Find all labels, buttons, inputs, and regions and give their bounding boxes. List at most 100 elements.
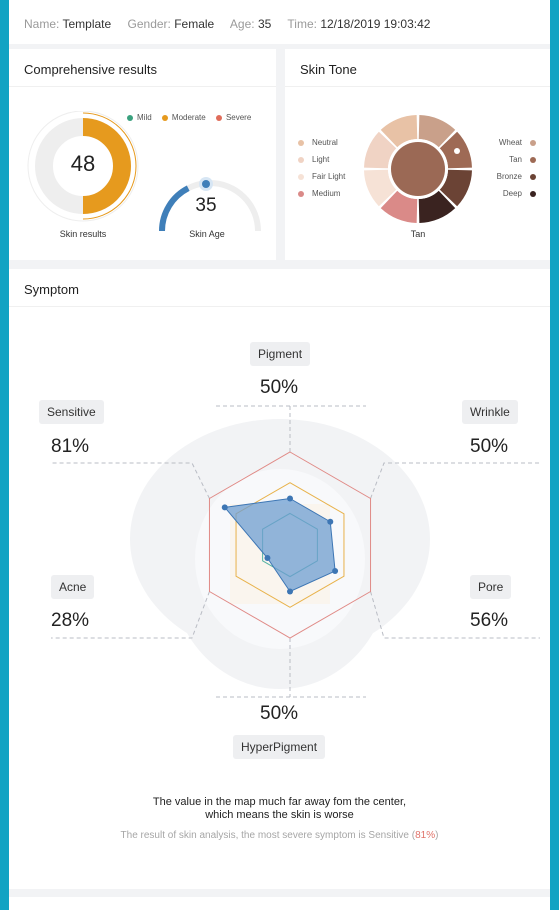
comprehensive-results-card: Comprehensive results Mild Moderate Seve…: [9, 49, 276, 260]
skin-results-caption: Skin results: [59, 229, 107, 239]
skin-age-value: 35: [195, 195, 217, 216]
axis-chip-wrinkle: Wrinkle: [462, 400, 518, 424]
radar-point-pigment: [287, 495, 293, 502]
legend-mild: Mild: [127, 113, 152, 122]
next-card-edge: [9, 897, 550, 910]
skin-tone-segment-neutral: [380, 115, 418, 148]
divider: [285, 86, 550, 87]
skin-results-gauge: [27, 111, 139, 222]
skin-tone-segment-fair-light: [364, 169, 397, 207]
app-frame: Name: Template Gender: Female Age: 35 Ti…: [9, 0, 550, 910]
skin-age-caption: Skin Age: [189, 229, 225, 239]
radar-point-pore: [332, 568, 339, 575]
neutral-swatch-icon: [298, 139, 304, 146]
tone-fair-light: Fair Light: [298, 172, 345, 181]
radar-explanation-line1: The value in the map much far away fom t…: [152, 796, 407, 808]
axis-value-hyperpigment: 50%: [260, 703, 299, 724]
radar-leader-line: [216, 638, 366, 698]
skin-tone-segment-medium: [380, 190, 418, 223]
symptom-radar-chart: [51, 405, 540, 698]
gender-label: Gender:: [127, 17, 171, 31]
symptom-title: Symptom: [24, 282, 79, 297]
skin-tone-marker: [454, 148, 460, 154]
axis-chip-sensitive: Sensitive: [39, 400, 104, 424]
tone-wheat: Wheat: [499, 138, 536, 147]
name-label: Name:: [24, 17, 60, 31]
patient-info-row: Name: Template Gender: Female Age: 35 Ti…: [24, 17, 443, 31]
skin-age-gauge: [159, 177, 261, 232]
radar-leader-line: [216, 405, 366, 452]
skin-tone-center: [391, 142, 445, 196]
skin-results-arc: [82, 118, 131, 214]
divider: [9, 306, 550, 307]
tone-deep: Deep: [503, 189, 536, 198]
radar-point-wrinkle: [327, 518, 334, 525]
tone-tan: Tan: [509, 155, 536, 164]
axis-chip-acne: Acne: [51, 575, 95, 599]
axis-chip-pigment: Pigment: [250, 342, 311, 366]
radar-leader-line: [370, 591, 540, 639]
radar-explanation: The value in the map much far away fom t…: [9, 796, 550, 822]
summary-prefix: The result of skin analysis, the most se…: [120, 830, 416, 841]
axis-chip-pore: Pore: [470, 575, 512, 599]
summary-highlight: 81%: [415, 830, 436, 841]
skin-tone-segment-wheat: [418, 115, 456, 148]
time-label: Time:: [287, 17, 317, 31]
patient-info-bar: Name: Template Gender: Female Age: 35 Ti…: [9, 0, 550, 44]
name-value: Template: [62, 17, 112, 31]
tone-bronze: Bronze: [497, 172, 536, 181]
time-value: 12/18/2019 19:03:42: [320, 17, 431, 31]
radar-point-acne: [264, 555, 271, 562]
age-value: 35: [257, 17, 272, 31]
legend-severe: Severe: [215, 113, 251, 122]
medium-swatch-icon: [298, 190, 304, 197]
bronze-swatch-icon: [530, 173, 536, 180]
radar-point-sensitive: [221, 504, 228, 511]
skin-results-outer-arc: [82, 112, 137, 220]
divider: [9, 86, 276, 87]
radar-leader-line: [51, 591, 210, 639]
skin-results-outer-ring: [27, 111, 139, 222]
skin-tone-result: Tan: [410, 229, 426, 239]
deep-swatch-icon: [530, 190, 536, 197]
skin-tone-segment-deep: [418, 190, 456, 223]
radar-leader-line: [51, 462, 210, 499]
axis-value-acne: 28%: [51, 610, 90, 631]
axis-value-pore: 56%: [470, 610, 509, 631]
axis-value-sensitive: 81%: [51, 436, 90, 457]
skin-tone-wheel: [364, 115, 472, 223]
radar-point-hyperpigment: [287, 588, 293, 595]
severity-legend: Mild Moderate Severe: [127, 113, 259, 122]
tone-neutral: Neutral: [298, 138, 338, 147]
axis-value-pigment: 50%: [260, 377, 299, 398]
moderate-dot-icon: [161, 114, 168, 121]
radar-ring-severe: [208, 451, 372, 639]
axis-value-wrinkle: 50%: [470, 436, 509, 457]
wheat-swatch-icon: [530, 139, 536, 146]
analysis-summary: The result of skin analysis, the most se…: [9, 830, 550, 841]
gender-value: Female: [174, 17, 215, 31]
tone-light: Light: [298, 155, 329, 164]
light-swatch-icon: [298, 156, 304, 163]
tan-swatch-icon: [530, 156, 536, 163]
tone-medium: Medium: [298, 189, 340, 198]
legend-moderate: Moderate: [161, 113, 206, 122]
skin-tone-segment-bronze: [439, 169, 472, 207]
radar-explanation-line2: which means the skin is worse: [205, 809, 354, 821]
skin-tone-segment-light: [364, 131, 397, 169]
radar-leader-line: [370, 462, 540, 499]
symptom-card: Symptom Pigment 50% Wrinkle 50% Pore 56%…: [9, 269, 550, 889]
age-label: Age:: [229, 17, 255, 31]
severe-dot-icon: [215, 114, 222, 121]
shield-icon: [202, 180, 210, 188]
mild-dot-icon: [127, 114, 133, 121]
skin-tone-title: Skin Tone: [300, 62, 357, 77]
summary-suffix: ): [435, 830, 439, 841]
skin-age-arc: [159, 185, 190, 232]
comprehensive-results-title: Comprehensive results: [24, 62, 157, 77]
skin-tone-card: Skin Tone Neutral Light Fair Light Mediu…: [285, 49, 550, 260]
skin-results-center: [54, 137, 112, 195]
axis-chip-hyperpigment: HyperPigment: [233, 735, 326, 759]
fair-light-swatch-icon: [298, 173, 304, 180]
skin-results-value: 48: [70, 151, 96, 176]
